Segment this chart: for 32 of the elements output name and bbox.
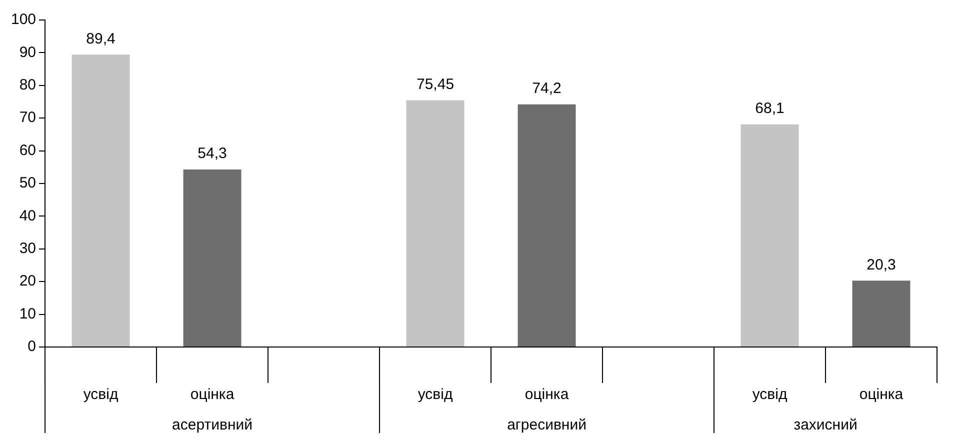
y-tick-label: 0 xyxy=(28,338,36,356)
data-label: 68,1 xyxy=(755,100,784,117)
x-tick-label: усвід xyxy=(83,386,118,404)
bar xyxy=(740,124,799,346)
data-label: 89,4 xyxy=(86,30,116,48)
text: агресивний xyxy=(507,416,586,434)
x-tick-label: усвід xyxy=(418,386,453,404)
data-label: 75,45 xyxy=(416,76,454,93)
y-tick-label: 60 xyxy=(19,142,36,159)
bar xyxy=(518,104,576,346)
data-label: 20,3 xyxy=(866,256,896,274)
text: асертивний xyxy=(172,416,253,434)
text: захисний xyxy=(794,416,858,434)
data-label: 74,2 xyxy=(532,80,562,98)
y-tick-label: 20 xyxy=(19,272,36,290)
y-tick-label: 10 xyxy=(19,305,36,322)
y-tick-label: 80 xyxy=(19,76,36,94)
y-tick-label: 70 xyxy=(19,109,36,126)
bar xyxy=(406,100,464,346)
bar xyxy=(72,54,130,346)
data-label: 54,3 xyxy=(198,145,227,162)
y-tick-label: 90 xyxy=(19,44,36,61)
x-tick-label: оцінка xyxy=(190,386,235,404)
x-tick-label: усвід xyxy=(752,386,788,404)
x-tick-label: оцінка xyxy=(524,386,570,404)
bar xyxy=(183,169,242,346)
y-tick-label: 50 xyxy=(19,174,36,192)
x-tick-label: оцінка xyxy=(859,386,904,404)
y-tick-label: 100 xyxy=(10,11,36,28)
y-tick-label: 30 xyxy=(19,240,36,258)
bar xyxy=(852,280,910,346)
y-tick-label: 40 xyxy=(19,207,36,224)
